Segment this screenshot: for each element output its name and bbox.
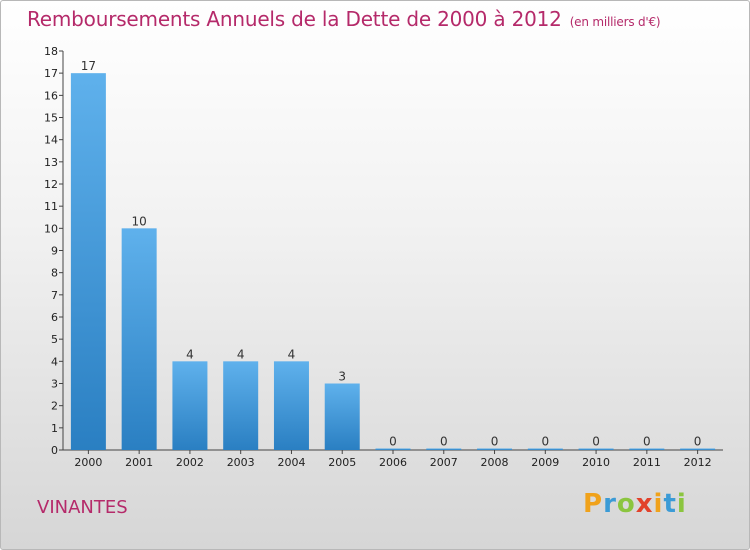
bar-2010 (578, 448, 614, 450)
x-tick-label-2009: 2009 (531, 456, 559, 469)
proxiti-logo: Proxiti (583, 489, 687, 519)
value-label-2005: 3 (338, 370, 346, 384)
value-label-2011: 0 (643, 435, 651, 449)
x-axis: 2000 2001 2002 2003 2004 2005 2006 2007 2008 2009… (63, 449, 723, 469)
value-label-2003: 4 (237, 347, 245, 361)
bar-2004 (273, 361, 309, 450)
value-label-2012: 0 (694, 435, 702, 449)
x-tick-label-2005: 2005 (328, 456, 356, 469)
logo-letter: i (653, 489, 664, 519)
bars-group: 17 10 4 4 4 3 0 0 0 0 0 0 0 (70, 59, 716, 451)
chart-title: Remboursements Annuels de la Dette de 20… (27, 7, 661, 31)
x-tick-label-2011: 2011 (633, 456, 661, 469)
bar-2006 (375, 448, 411, 450)
bar-2007 (426, 448, 462, 450)
logo-letter: r (603, 489, 617, 519)
value-label-2010: 0 (592, 435, 600, 449)
value-label-2008: 0 (491, 435, 499, 449)
x-tick-label-2007: 2007 (430, 456, 458, 469)
y-tick-label: 11 (44, 200, 58, 213)
town-name: VINANTES (37, 497, 128, 518)
bar-2003 (223, 361, 259, 450)
x-tick-label-2008: 2008 (481, 456, 509, 469)
y-tick-label: 18 (44, 45, 58, 58)
y-tick-label: 5 (51, 333, 58, 346)
x-tick-label-2001: 2001 (125, 456, 153, 469)
x-tick-label-2003: 2003 (227, 456, 255, 469)
value-label-2007: 0 (440, 435, 448, 449)
bar-2005 (324, 383, 360, 450)
value-label-2002: 4 (186, 347, 194, 361)
value-label-2006: 0 (389, 435, 397, 449)
logo-letter: i (676, 489, 687, 519)
bar-2001 (121, 228, 157, 450)
y-tick-label: 14 (44, 134, 58, 147)
bar-2002 (172, 361, 208, 450)
x-tick-label-2000: 2000 (74, 456, 102, 469)
x-tick-label-2012: 2012 (684, 456, 712, 469)
y-tick-label: 9 (51, 245, 58, 258)
y-tick-label: 8 (51, 267, 58, 280)
y-tick-label: 6 (51, 311, 58, 324)
bar-2012 (680, 448, 716, 450)
y-tick-label: 1 (51, 422, 58, 435)
logo-letter: P (583, 489, 604, 519)
logo-letter: x (635, 489, 654, 519)
bar-2000 (70, 73, 106, 451)
y-tick-label: 3 (51, 378, 58, 391)
y-tick-label: 16 (44, 89, 58, 102)
y-tick-label: 0 (51, 444, 58, 457)
y-tick-label: 2 (51, 400, 58, 413)
y-tick-label: 13 (44, 156, 58, 169)
x-tick-label-2002: 2002 (176, 456, 204, 469)
y-tick-label: 7 (51, 289, 58, 302)
y-tick-label: 4 (51, 355, 58, 368)
y-tick-label: 17 (44, 67, 58, 80)
chart-subtitle: (en milliers d'€) (569, 15, 661, 29)
logo-letter: o (616, 489, 636, 519)
value-label-2009: 0 (541, 435, 549, 449)
bar-2011 (629, 448, 665, 450)
value-label-2001: 10 (132, 214, 147, 228)
x-tick-label-2004: 2004 (277, 456, 305, 469)
y-tick-label: 12 (44, 178, 58, 191)
x-tick-label-2006: 2006 (379, 456, 407, 469)
chart-title-text: Remboursements Annuels de la Dette de 20… (27, 7, 562, 31)
x-tick-label-2010: 2010 (582, 456, 610, 469)
y-tick-label: 15 (44, 112, 58, 125)
y-tick-label: 10 (44, 222, 58, 235)
bar-2008 (477, 448, 513, 450)
logo-letter: t (663, 489, 677, 519)
bar-2009 (527, 448, 563, 450)
value-label-2000: 17 (81, 59, 96, 73)
value-label-2004: 4 (288, 347, 296, 361)
